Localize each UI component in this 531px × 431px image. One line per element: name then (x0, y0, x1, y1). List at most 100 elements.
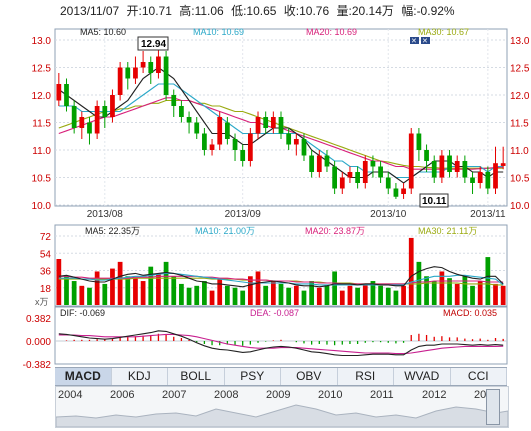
candle-body (293, 139, 299, 145)
volume-bar (163, 261, 169, 305)
min-price-label: 10.11 (422, 196, 447, 207)
volume-bar (485, 257, 491, 305)
change-value: -0.92% (416, 4, 455, 18)
candle-body (240, 150, 246, 161)
price-xtick: 2013/08 (87, 209, 124, 220)
candle-body (439, 155, 445, 178)
price-ytick-right: 12.0 (510, 91, 530, 102)
candle-body (56, 84, 62, 101)
volume-bar (500, 285, 506, 305)
candle-body (94, 106, 100, 134)
candle-body (362, 161, 368, 183)
candle-body (224, 122, 230, 139)
volume-bar (393, 290, 399, 305)
volume-bar (56, 259, 62, 305)
candle-body (171, 95, 177, 106)
candle-body (355, 172, 360, 183)
volume-bar (217, 278, 223, 305)
candle-body (454, 161, 460, 172)
candle-body (64, 84, 69, 106)
quote-header: 2013/11/07 开:10.71 高:11.06 低:10.65 收:10.… (60, 2, 459, 19)
ma5-legend: MA5: 10.60 (80, 27, 126, 37)
vol-ma5-legend: MA5: 22.35万 (85, 226, 140, 236)
candle-body (194, 122, 200, 134)
tab-rsi[interactable]: RSI (338, 368, 394, 385)
volume-unit: x万 (35, 297, 49, 307)
vol-ma30-legend: MA30: 21.11万 (418, 226, 477, 236)
candle-body (270, 117, 276, 128)
volume-bar (171, 276, 177, 305)
volume-bar (133, 278, 138, 305)
price-xtick: 2013/11 (470, 209, 506, 220)
navigator-handle[interactable] (486, 389, 500, 425)
volume-ma-lines (58, 266, 504, 288)
zoom-icon[interactable]: ✕ ✕ (410, 37, 430, 45)
volume-bar (202, 281, 207, 305)
tab-wvad[interactable]: WVAD (394, 368, 451, 385)
candle-body (140, 62, 146, 68)
open-value: 10.71 (141, 4, 172, 18)
price-ytick-right: 10.0 (510, 201, 530, 212)
tab-boll[interactable]: BOLL (168, 368, 225, 385)
candle-body (485, 172, 491, 189)
indicator-tabs: MACD KDJ BOLL PSY OBV RSI WVAD CCI (55, 367, 507, 386)
dif-line (58, 330, 504, 357)
volume-bar (87, 287, 92, 305)
macd-ytick: 0.000 (26, 337, 51, 348)
tab-psy[interactable]: PSY (225, 368, 281, 385)
volume-bar (424, 276, 429, 305)
candle-body (347, 172, 353, 178)
volume-bar (370, 281, 376, 305)
volume-bar (439, 271, 445, 305)
tab-obv[interactable]: OBV (281, 368, 338, 385)
tab-kdj[interactable]: KDJ (112, 368, 168, 385)
dif-legend: DIF: -0.069 (60, 308, 105, 318)
time-navigator[interactable]: 200420062007200820092010201120122013 (55, 386, 509, 428)
candle-body (477, 172, 483, 183)
vol-ma10-legend: MA10: 21.00万 (195, 226, 255, 236)
tab-macd[interactable]: MACD (55, 368, 112, 385)
candle-body (408, 133, 414, 189)
ma30-legend: MA30: 10.67 (418, 27, 469, 37)
candle-body (110, 95, 115, 117)
vol-ma10-line (58, 272, 504, 286)
candle-body (416, 133, 422, 150)
dea-line (58, 333, 504, 355)
price-ytick-right: 11.5 (510, 119, 529, 130)
price-yaxis-right: 13.0 12.5 12.0 11.5 11.0 10.5 10.0 (510, 36, 530, 212)
volume-bar (462, 276, 468, 305)
min-price-tag (419, 193, 449, 208)
candle-body (79, 117, 85, 128)
candle-body (163, 56, 169, 95)
macd-legend: MACD: 0.035 (443, 308, 497, 318)
price-ytick-left: 11.5 (32, 119, 51, 130)
price-ytick-left: 10.5 (32, 174, 52, 185)
ma20-legend: MA20: 10.69 (306, 27, 357, 37)
volume-bar (240, 290, 246, 305)
navigator-year: 2009 (266, 389, 291, 401)
volume-bar (140, 281, 146, 305)
price-ytick-right: 10.5 (510, 174, 530, 185)
tab-cci[interactable]: CCI (451, 368, 507, 385)
navigator-years: 200420062007200820092010201120122013 (56, 389, 508, 403)
volume-bar (247, 276, 253, 305)
volume-bar (270, 281, 276, 305)
volume-bar (194, 285, 200, 305)
volume-bar (339, 290, 345, 305)
volume-value: 20.14万 (351, 4, 394, 18)
candle-body (71, 106, 77, 128)
candle-body (470, 177, 475, 183)
volume-bar (71, 281, 77, 305)
volume-bar (278, 283, 284, 305)
volume-bar (493, 283, 498, 305)
quote-date: 2013/11/07 (60, 4, 120, 18)
ma10-legend: MA10: 10.69 (193, 27, 244, 37)
candle-body (179, 106, 184, 117)
volume-bar (408, 237, 414, 305)
price-ytick-left: 11.0 (32, 146, 51, 157)
candle-body (393, 188, 399, 197)
volume-bar (454, 283, 460, 305)
dea-legend: DEA: -0.087 (250, 308, 299, 318)
candle-body (424, 150, 429, 161)
